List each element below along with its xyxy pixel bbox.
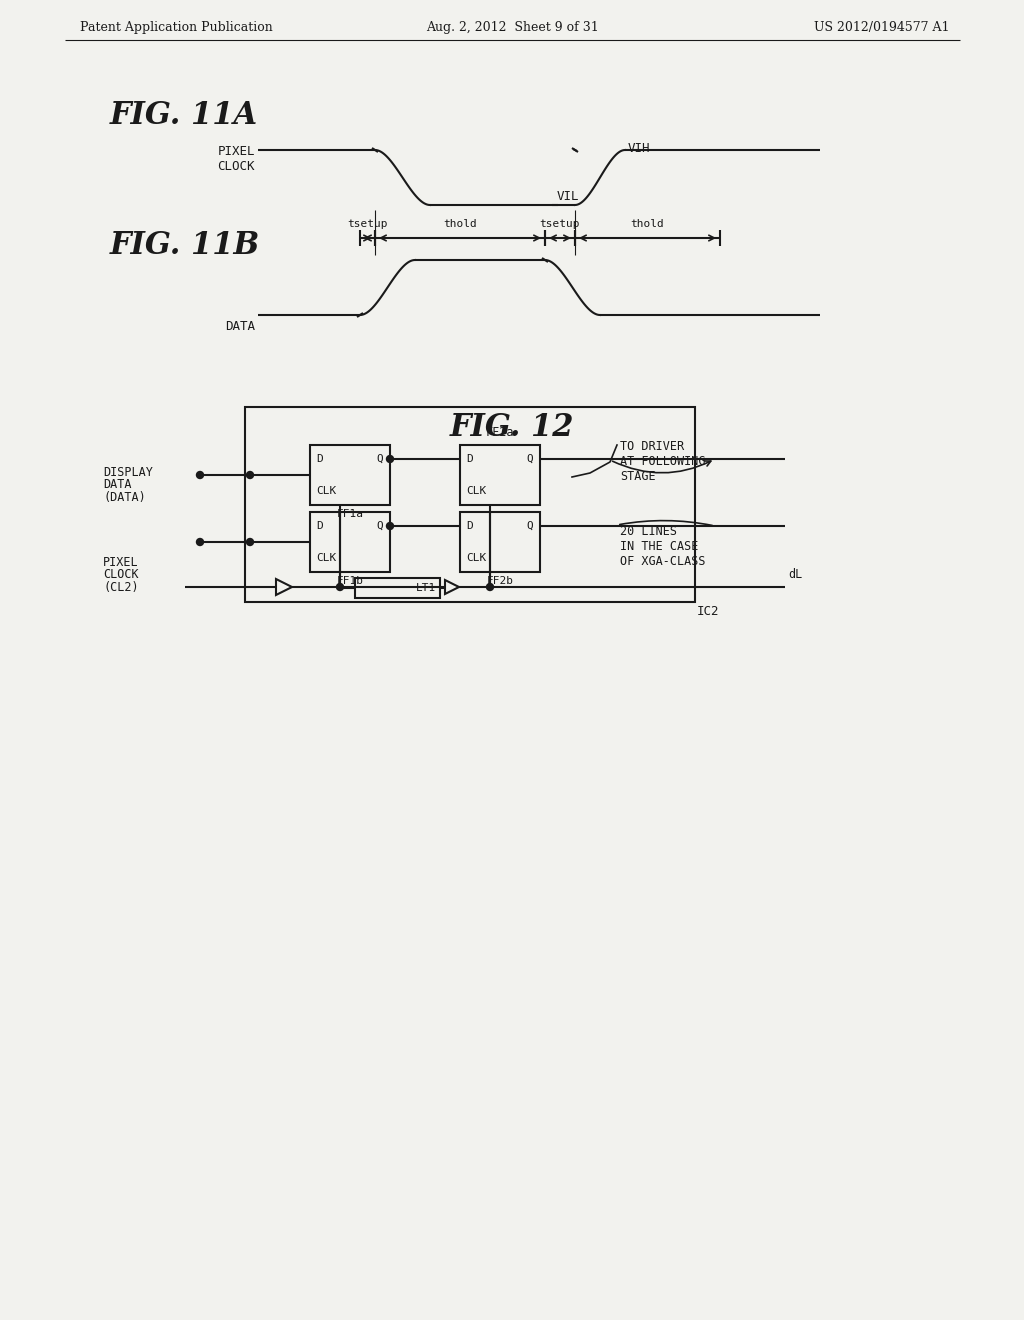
Text: FIG. 11B: FIG. 11B bbox=[110, 230, 260, 260]
Text: thold: thold bbox=[631, 219, 665, 228]
Text: VIL: VIL bbox=[557, 190, 580, 203]
Text: D: D bbox=[466, 454, 473, 465]
Text: Q: Q bbox=[376, 521, 383, 531]
Circle shape bbox=[386, 455, 393, 462]
Text: DISPLAY: DISPLAY bbox=[103, 466, 153, 479]
Text: 20 LINES
IN THE CASE
OF XGA-CLASS: 20 LINES IN THE CASE OF XGA-CLASS bbox=[620, 525, 706, 568]
Text: CLK: CLK bbox=[466, 553, 486, 564]
Text: US 2012/0194577 A1: US 2012/0194577 A1 bbox=[814, 21, 950, 33]
Text: (DATA): (DATA) bbox=[103, 491, 145, 504]
Text: FF2a: FF2a bbox=[485, 426, 514, 440]
Text: PIXEL
CLOCK: PIXEL CLOCK bbox=[217, 145, 255, 173]
Circle shape bbox=[337, 583, 343, 590]
Text: D: D bbox=[466, 521, 473, 531]
Text: Aug. 2, 2012  Sheet 9 of 31: Aug. 2, 2012 Sheet 9 of 31 bbox=[426, 21, 598, 33]
Text: FIG. 11A: FIG. 11A bbox=[110, 99, 258, 131]
Text: CLK: CLK bbox=[316, 553, 336, 564]
Text: FF1b: FF1b bbox=[337, 576, 364, 586]
Bar bbox=[355, 578, 440, 598]
Text: (CL2): (CL2) bbox=[103, 581, 138, 594]
Circle shape bbox=[486, 583, 494, 590]
Circle shape bbox=[247, 471, 254, 479]
Text: Patent Application Publication: Patent Application Publication bbox=[80, 21, 272, 33]
Circle shape bbox=[247, 539, 254, 545]
Circle shape bbox=[197, 471, 204, 479]
Circle shape bbox=[386, 523, 393, 529]
Text: FIG. 12: FIG. 12 bbox=[450, 412, 574, 444]
Text: IC2: IC2 bbox=[697, 605, 720, 618]
Bar bbox=[310, 512, 390, 572]
Text: tsetup: tsetup bbox=[540, 219, 581, 228]
Text: CLK: CLK bbox=[316, 486, 336, 496]
Text: PIXEL: PIXEL bbox=[103, 557, 138, 569]
Text: CLOCK: CLOCK bbox=[103, 569, 138, 582]
Text: TO DRIVER
AT FOLLOWING
STAGE: TO DRIVER AT FOLLOWING STAGE bbox=[620, 440, 706, 483]
Text: D: D bbox=[316, 454, 323, 465]
Bar bbox=[460, 512, 540, 572]
Text: CLK: CLK bbox=[466, 486, 486, 496]
Text: tsetup: tsetup bbox=[347, 219, 388, 228]
Text: dL: dL bbox=[788, 568, 802, 581]
Text: DATA: DATA bbox=[225, 319, 255, 333]
Text: DATA: DATA bbox=[103, 478, 131, 491]
Text: thold: thold bbox=[443, 219, 477, 228]
Text: D: D bbox=[316, 521, 323, 531]
Text: Q: Q bbox=[526, 521, 532, 531]
Text: Q: Q bbox=[376, 454, 383, 465]
Circle shape bbox=[197, 539, 204, 545]
Text: LT1: LT1 bbox=[416, 583, 436, 593]
Bar bbox=[310, 445, 390, 506]
Text: FF2b: FF2b bbox=[486, 576, 513, 586]
Bar bbox=[245, 407, 695, 602]
Text: FF1a: FF1a bbox=[337, 510, 364, 519]
Bar bbox=[460, 445, 540, 506]
Text: Q: Q bbox=[526, 454, 532, 465]
Text: VIH: VIH bbox=[628, 141, 650, 154]
